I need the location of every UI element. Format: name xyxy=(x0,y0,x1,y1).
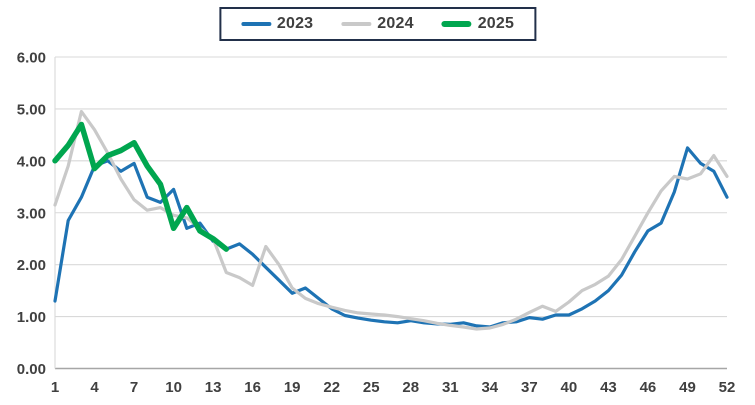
legend-line-swatch-2023 xyxy=(240,22,271,26)
x-tick-label: 16 xyxy=(244,379,261,396)
y-tick-label: 0.00 xyxy=(17,361,46,378)
series-lines xyxy=(52,109,729,331)
x-tick-label: 7 xyxy=(130,379,138,396)
series-line-2023 xyxy=(53,146,729,329)
legend-line-swatch-2025 xyxy=(441,21,472,27)
legend-label-2023: 2023 xyxy=(276,15,314,32)
y-tick-label: 5.00 xyxy=(17,101,46,118)
legend-line-swatch-2024 xyxy=(341,22,372,26)
series-line-2025 xyxy=(52,121,230,252)
y-tick-label: 2.00 xyxy=(17,257,46,274)
legend-label-2024: 2024 xyxy=(377,15,414,32)
legend-item-2025: 2025 xyxy=(441,15,515,33)
x-tick-label: 34 xyxy=(481,379,498,396)
y-tick-label: 4.00 xyxy=(17,153,46,170)
x-tick-label: 52 xyxy=(719,379,736,396)
legend-item-2023: 2023 xyxy=(240,15,314,33)
x-tick-label: 19 xyxy=(284,379,301,396)
y-axis-labels: 0.00 1.00 2.00 3.00 4.00 5.00 6.00 xyxy=(17,50,46,379)
y-tick-label: 1.00 xyxy=(17,309,46,326)
x-tick-label: 43 xyxy=(600,379,617,396)
x-tick-label: 40 xyxy=(561,379,578,396)
x-tick-label: 28 xyxy=(402,379,419,396)
x-tick-label: 1 xyxy=(51,379,59,396)
x-tick-label: 22 xyxy=(323,379,340,396)
chart-legend: 2023 2024 2025 xyxy=(218,7,537,41)
x-axis-labels: 1 4 7 10 13 16 19 22 25 28 31 34 37 40 43 46 49 52 xyxy=(51,379,736,396)
x-tick-label: 37 xyxy=(521,379,538,396)
x-tick-label: 46 xyxy=(640,379,657,396)
y-tick-label: 6.00 xyxy=(17,50,46,67)
y-tick-label: 3.00 xyxy=(17,205,46,222)
legend-item-2024: 2024 xyxy=(341,15,414,33)
x-tick-label: 49 xyxy=(679,379,696,396)
x-tick-label: 25 xyxy=(363,379,380,396)
legend-label-2025: 2025 xyxy=(477,15,515,32)
x-tick-label: 10 xyxy=(165,379,182,396)
x-tick-label: 4 xyxy=(90,379,99,396)
series-line-2024 xyxy=(53,109,729,331)
x-tick-label: 31 xyxy=(442,379,459,396)
x-tick-label: 13 xyxy=(205,379,222,396)
